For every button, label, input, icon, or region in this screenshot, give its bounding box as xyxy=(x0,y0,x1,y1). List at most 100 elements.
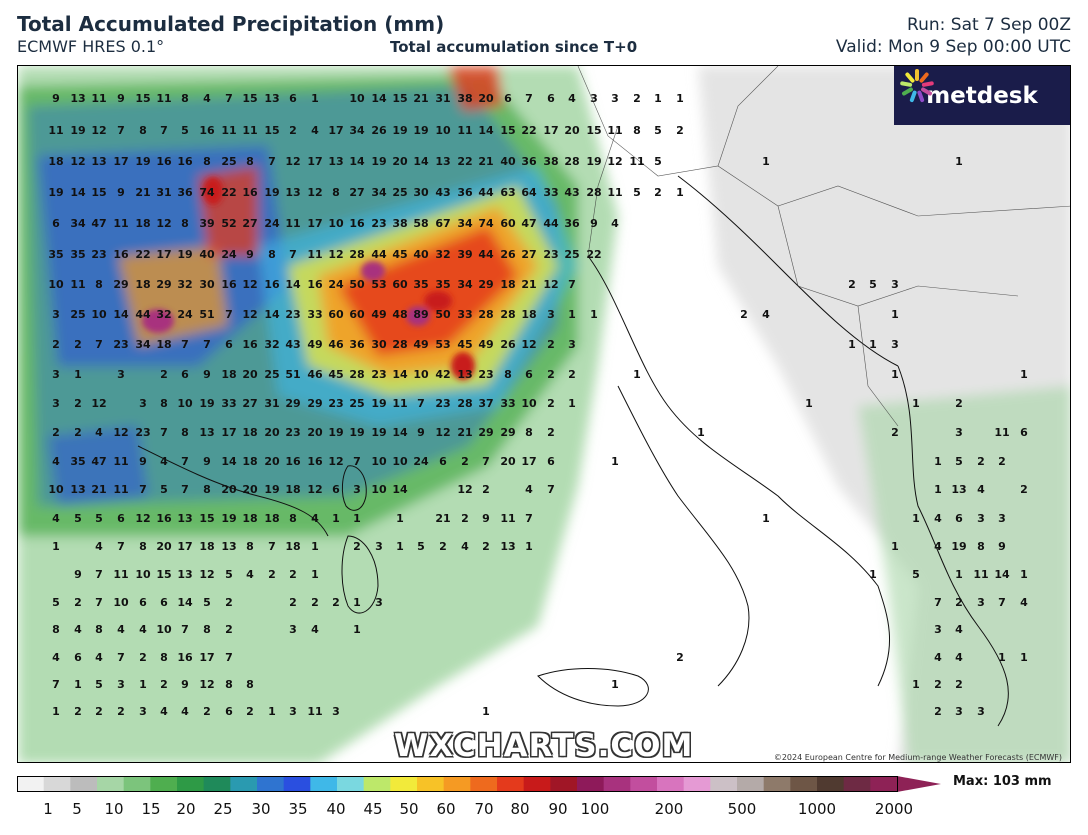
colorbar-tick-label: 500 xyxy=(727,800,757,818)
value-label: 2 xyxy=(547,397,555,410)
value-label: 36 xyxy=(457,186,473,199)
value-label: 7 xyxy=(52,678,60,691)
colorbar-cell xyxy=(257,776,285,792)
value-label: 1 xyxy=(1020,651,1028,664)
value-label: 8 xyxy=(139,540,147,553)
value-label: 7 xyxy=(547,483,555,496)
value-label: 18 xyxy=(285,483,300,496)
value-label: 23 xyxy=(435,397,450,410)
value-label: 2 xyxy=(52,338,60,351)
value-label: 2 xyxy=(934,705,942,718)
value-label: 7 xyxy=(160,426,168,439)
value-label: 2 xyxy=(891,426,899,439)
colorbar-cell xyxy=(150,776,178,792)
colorbar-cell xyxy=(577,776,605,792)
value-label: 13 xyxy=(70,483,85,496)
value-label: 53 xyxy=(435,338,450,351)
value-label: 3 xyxy=(353,483,361,496)
colorbar-cell xyxy=(630,776,658,792)
colorbar-border xyxy=(17,776,898,792)
value-label: 6 xyxy=(955,512,963,525)
value-label: 1 xyxy=(848,338,856,351)
value-label: 9 xyxy=(117,92,125,105)
value-label: 6 xyxy=(439,455,447,468)
value-label: 16 xyxy=(264,278,280,291)
value-label: 1 xyxy=(676,92,684,105)
value-label: 44 xyxy=(478,248,494,261)
value-label: 8 xyxy=(246,540,254,553)
value-label: 42 xyxy=(435,368,450,381)
value-label: 11 xyxy=(91,92,106,105)
value-label: 14 xyxy=(371,92,387,105)
value-label: 22 xyxy=(586,248,601,261)
value-label: 30 xyxy=(371,338,387,351)
value-label: 4 xyxy=(461,540,469,553)
value-label: 4 xyxy=(934,540,942,553)
value-label: 13 xyxy=(435,155,450,168)
value-label: 35 xyxy=(413,278,428,291)
value-label: 3 xyxy=(547,308,555,321)
value-label: 8 xyxy=(246,678,254,691)
value-label: 23 xyxy=(285,426,300,439)
value-label: 30 xyxy=(199,278,215,291)
value-label: 18 xyxy=(156,338,171,351)
value-label: 2 xyxy=(246,705,254,718)
value-label: 12 xyxy=(199,568,214,581)
value-label: 14 xyxy=(392,426,408,439)
value-label: 34 xyxy=(70,217,86,230)
value-label: 26 xyxy=(500,248,516,261)
value-label: 6 xyxy=(547,455,555,468)
value-label: 16 xyxy=(307,278,323,291)
value-label: 21 xyxy=(457,426,472,439)
value-label: 29 xyxy=(478,278,493,291)
value-label: 51 xyxy=(199,308,214,321)
value-label: 12 xyxy=(285,155,300,168)
value-label: 18 xyxy=(285,540,300,553)
value-label: 19 xyxy=(264,483,279,496)
value-label: 53 xyxy=(371,278,386,291)
value-label: 15 xyxy=(91,186,106,199)
value-label: 1 xyxy=(654,92,662,105)
value-label: 9 xyxy=(417,426,425,439)
colorbar-tick-label: 1 xyxy=(43,800,53,818)
value-label: 3 xyxy=(375,540,383,553)
value-label: 4 xyxy=(160,455,168,468)
value-label: 25 xyxy=(70,308,85,321)
value-label: 13 xyxy=(951,483,966,496)
value-label: 2 xyxy=(482,483,490,496)
value-label: 36 xyxy=(521,155,537,168)
value-labels: 9 13 11 9 15 11 8 4 7 15 13 6 1 10 14 15 21 31 38 20 6 7 6 4 3 3 2… xyxy=(48,92,1028,718)
value-label: 8 xyxy=(139,124,147,137)
value-label: 11 xyxy=(973,568,988,581)
value-label: 3 xyxy=(375,596,383,609)
value-label: 10 xyxy=(521,397,537,410)
value-label: 23 xyxy=(478,368,493,381)
value-label: 35 xyxy=(435,278,450,291)
value-label: 5 xyxy=(160,483,168,496)
value-label: 46 xyxy=(307,368,323,381)
value-label: 5 xyxy=(955,455,963,468)
value-label: 2 xyxy=(676,651,684,664)
value-label: 10 xyxy=(371,483,387,496)
value-label: 25 xyxy=(349,397,364,410)
value-label: 11 xyxy=(242,124,257,137)
value-label: 43 xyxy=(285,338,300,351)
value-label: 45 xyxy=(328,368,343,381)
value-label: 11 xyxy=(70,278,85,291)
value-label: 9 xyxy=(74,568,82,581)
value-label: 28 xyxy=(392,338,407,351)
value-label: 34 xyxy=(457,278,473,291)
colorbar-cell xyxy=(683,776,711,792)
value-label: 6 xyxy=(225,338,233,351)
value-label: 23 xyxy=(371,217,386,230)
value-label: 4 xyxy=(525,483,533,496)
value-label: 1 xyxy=(74,678,82,691)
value-label: 7 xyxy=(934,596,942,609)
value-label: 45 xyxy=(392,248,407,261)
value-label: 21 xyxy=(435,512,450,525)
value-label: 3 xyxy=(955,426,963,439)
value-label: 7 xyxy=(225,308,233,321)
map-canvas: 9 13 11 9 15 11 8 4 7 15 13 6 1 10 14 15 21 31 38 20 6 7 6 4 3 3 2… xyxy=(18,66,1070,762)
value-label: 52 xyxy=(221,217,236,230)
value-label: 1 xyxy=(268,705,276,718)
